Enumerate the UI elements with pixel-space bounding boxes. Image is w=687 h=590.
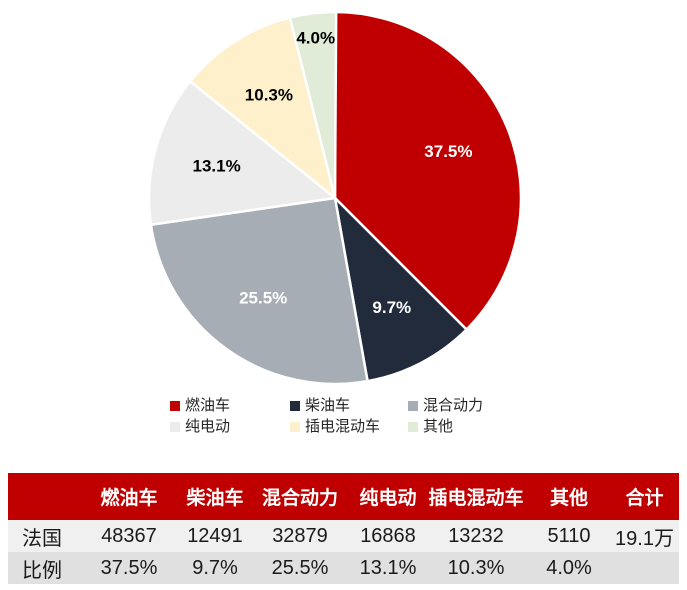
pie-chart: 37.5% 9.7% 25.5% 13.1% 10.3% 4.0% xyxy=(147,10,523,386)
table-cell: 5110 xyxy=(528,520,610,552)
pie-slice-label: 37.5% xyxy=(424,142,472,161)
legend-label: 混合动力 xyxy=(423,397,484,414)
table-header-cell: 合计 xyxy=(610,473,679,520)
table-cell: 10.3% xyxy=(424,552,528,584)
legend-label: 其他 xyxy=(423,418,454,435)
table-cell: 12491 xyxy=(182,520,248,552)
table-cell: 25.5% xyxy=(248,552,352,584)
table-cell: 13232 xyxy=(424,520,528,552)
table-header-cell: 插电混动车 xyxy=(424,473,528,520)
legend-item-6: 其他 xyxy=(408,419,568,434)
legend-swatch xyxy=(170,421,180,432)
pie-slice-3 xyxy=(149,196,369,386)
legend-label: 纯电动 xyxy=(185,418,231,435)
pie-slice-5 xyxy=(188,16,337,200)
table-row-label: 比例 xyxy=(8,552,76,584)
pie-slice-label: 13.1% xyxy=(192,157,240,176)
legend-swatch xyxy=(408,421,418,432)
table-row-label: 法国 xyxy=(8,520,76,552)
table-cell: 16868 xyxy=(352,520,424,552)
pie-slice-4 xyxy=(147,80,337,227)
table-cell: 19.1万 xyxy=(610,520,679,552)
table-header-cell: 柴油车 xyxy=(182,473,248,520)
table-cell: 9.7% xyxy=(182,552,248,584)
legend-swatch xyxy=(290,400,300,411)
table-row-2: 比例 37.5% 9.7% 25.5% 13.1% 10.3% 4.0% xyxy=(8,552,679,584)
table-cell: 32879 xyxy=(248,520,352,552)
legend-item-2: 柴油车 xyxy=(290,398,408,413)
table-row-1: 法国 48367 12491 32879 16868 13232 5110 19.1万 xyxy=(8,520,679,552)
pie-slice-label: 10.3% xyxy=(245,86,293,105)
table-cell: 48367 xyxy=(76,520,182,552)
legend-label: 柴油车 xyxy=(305,397,351,414)
table-cell: 37.5% xyxy=(76,552,182,584)
legend-swatch xyxy=(290,421,300,432)
pie-slice-1 xyxy=(333,10,523,331)
legend-label: 插电混动车 xyxy=(305,418,381,435)
table-body: 法国 48367 12491 32879 16868 13232 5110 19.1万 比例 37… xyxy=(8,520,679,584)
pie-slice-2 xyxy=(333,196,468,383)
data-table: 燃油车 柴油车 混合动力 纯电动 插电混动车 其他 合计 法国 48367 12491 32879… xyxy=(8,473,679,584)
legend-swatch xyxy=(408,400,418,411)
legend-item-3: 混合动力 xyxy=(408,398,568,413)
pie-slice-label: 4.0% xyxy=(296,28,335,47)
table-cell: 4.0% xyxy=(528,552,610,584)
table-header-cell xyxy=(8,473,76,520)
legend-item-1: 燃油车 xyxy=(170,398,290,413)
table-header-cell: 燃油车 xyxy=(76,473,182,520)
table-header-cell: 纯电动 xyxy=(352,473,424,520)
table-cell: 13.1% xyxy=(352,552,424,584)
legend-item-4: 纯电动 xyxy=(170,419,290,434)
chart-legend: 燃油车 柴油车 混合动力纯电动 插电混动车 其他 xyxy=(170,398,568,434)
pie-slice-6 xyxy=(288,10,338,200)
pie-slice-label: 25.5% xyxy=(239,289,287,308)
legend-swatch xyxy=(170,400,180,411)
table-cell xyxy=(610,552,679,584)
legend-item-5: 插电混动车 xyxy=(290,419,408,434)
table-header-row: 燃油车 柴油车 混合动力 纯电动 插电混动车 其他 合计 xyxy=(8,473,679,520)
legend-label: 燃油车 xyxy=(185,397,231,414)
table-header: 燃油车 柴油车 混合动力 纯电动 插电混动车 其他 合计 xyxy=(8,473,679,520)
table-header-cell: 混合动力 xyxy=(248,473,352,520)
table-header-cell: 其他 xyxy=(528,473,610,520)
pie-slice-label: 9.7% xyxy=(372,298,411,317)
